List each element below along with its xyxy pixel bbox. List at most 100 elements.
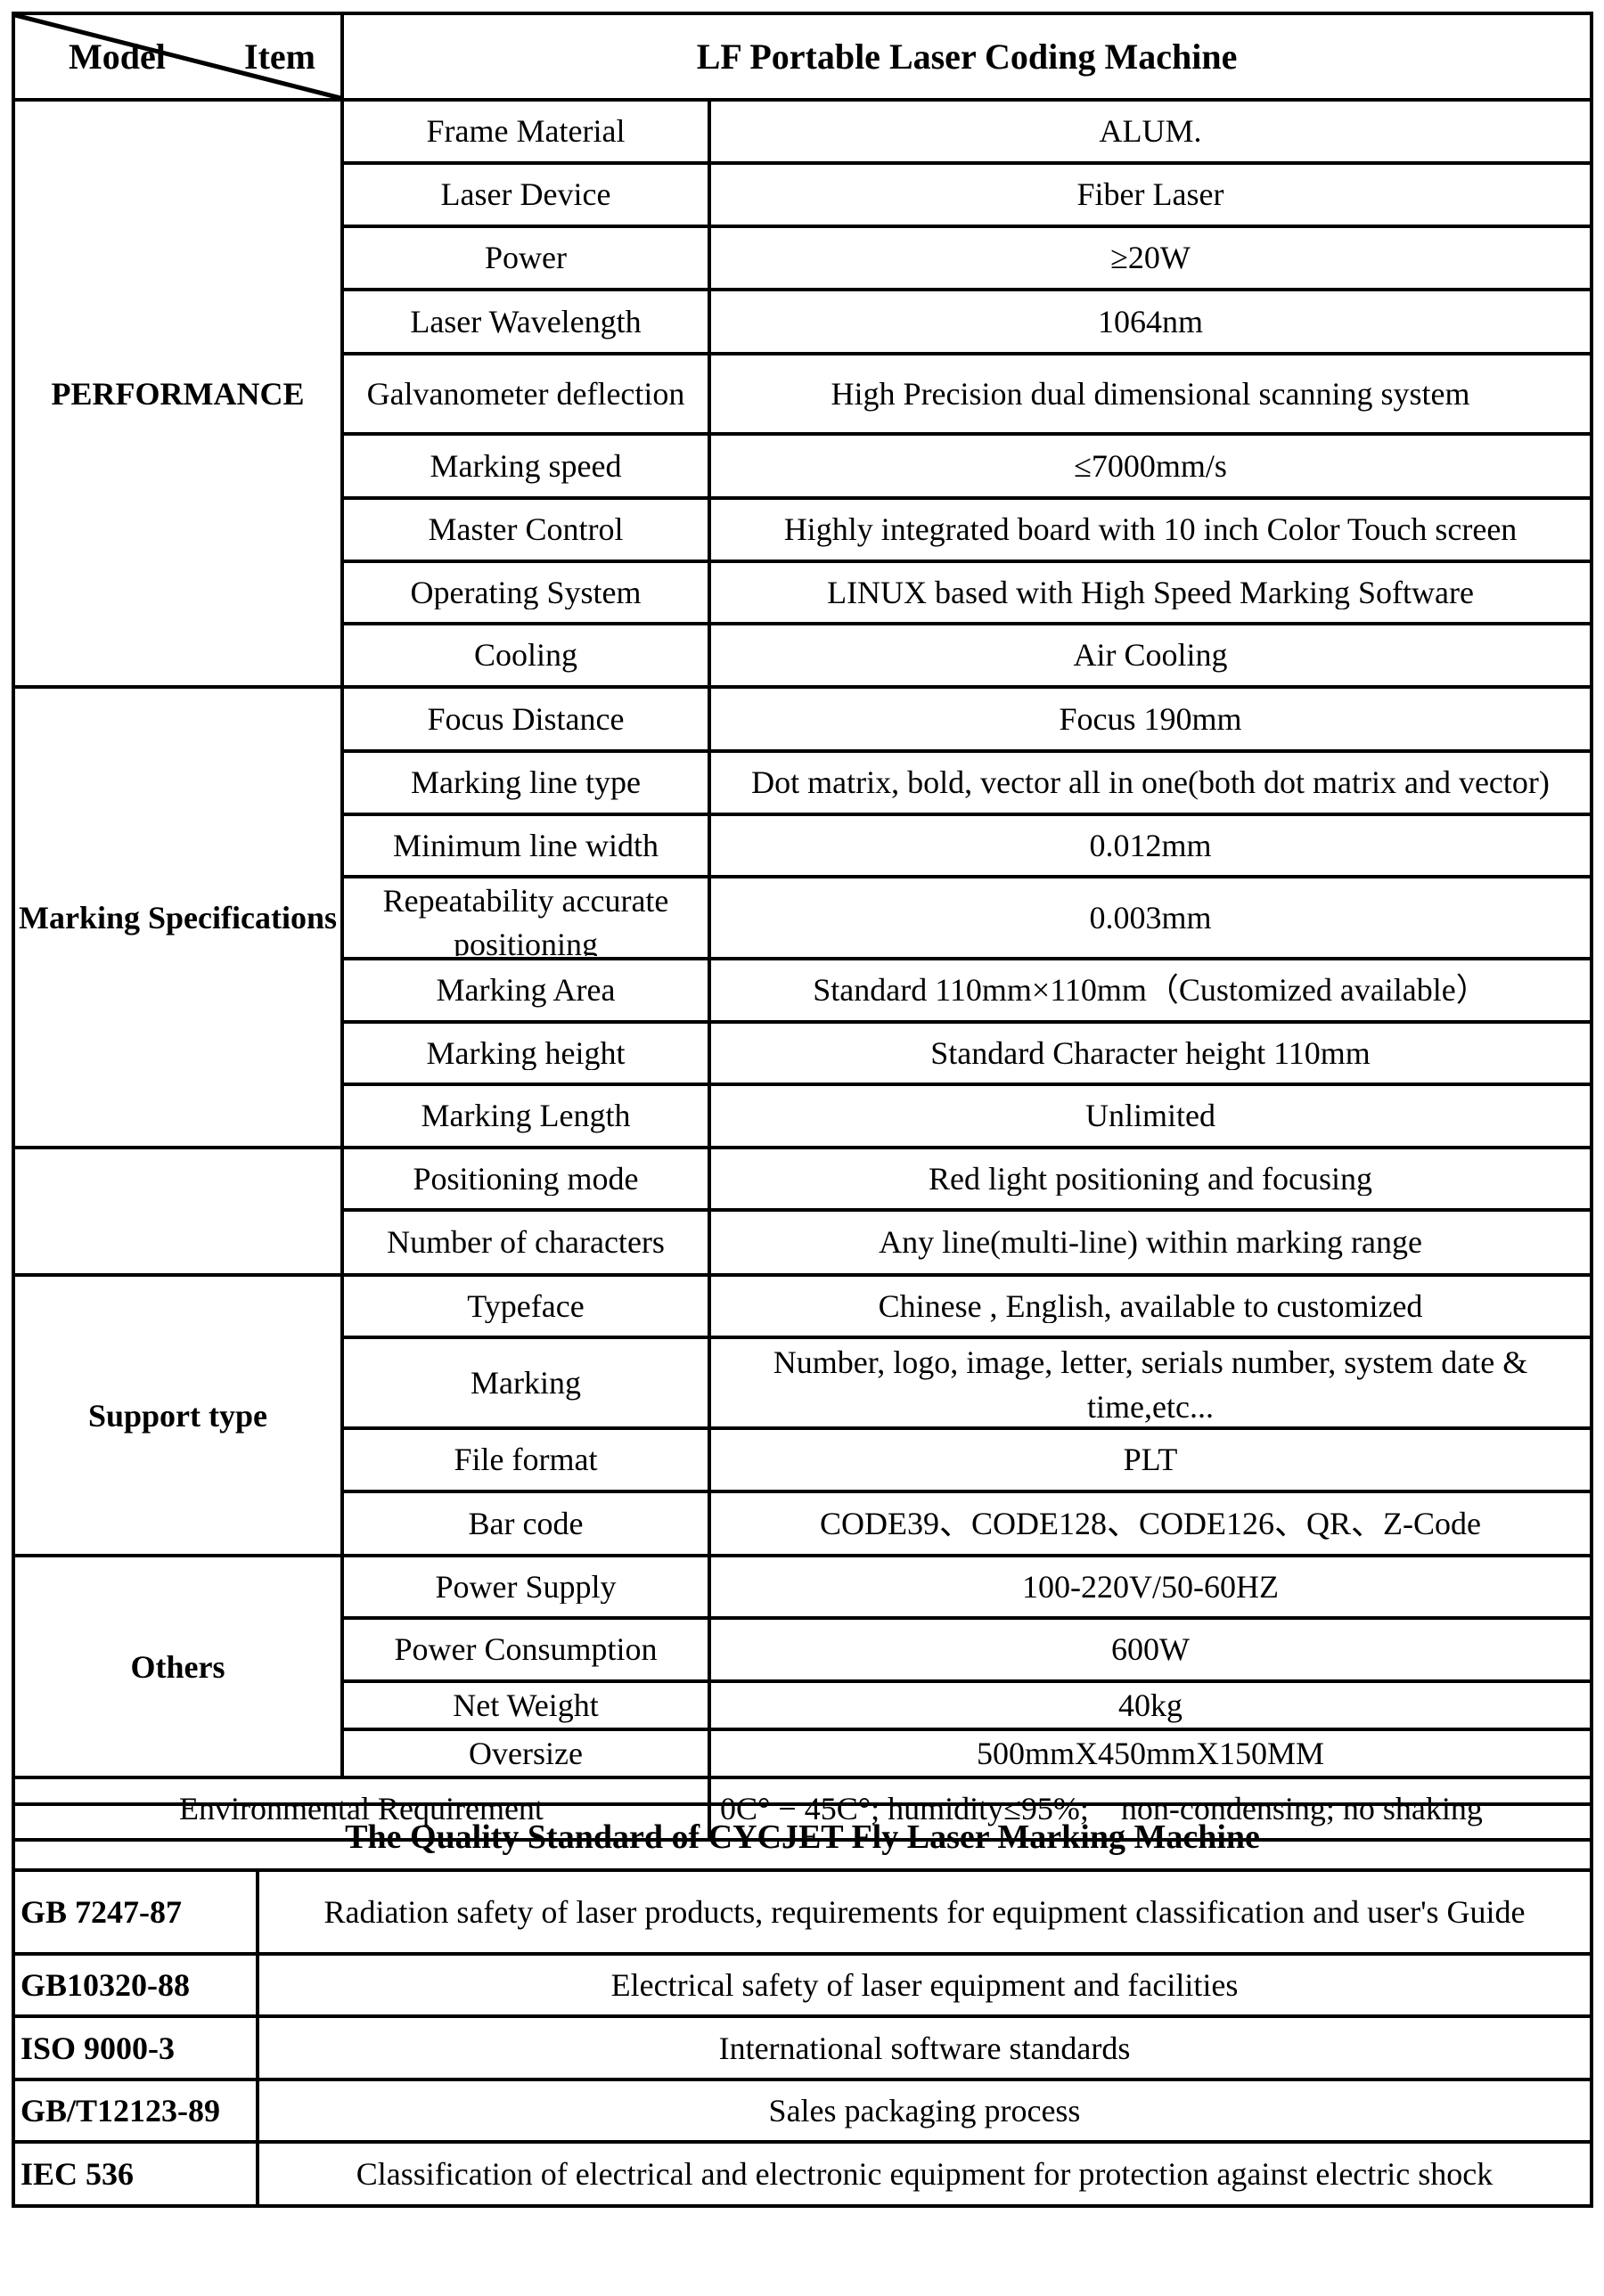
spec-item-text: Laser Device [440, 177, 611, 212]
spec-item-text: Marking [471, 1365, 581, 1401]
spec-value: High Precision dual dimensional scanning… [707, 352, 1594, 436]
section-label: PERFORMANCE [12, 98, 344, 689]
spec-value-text: ALUM. [1099, 114, 1202, 149]
spec-item-text: Galvanometer deflection [366, 376, 685, 412]
spec-value-text: Dot matrix, bold, vector all in one(both… [751, 765, 1550, 800]
spec-value-text: Standard 110mm×110mm（Customized availabl… [813, 973, 1488, 1008]
spec-value-text: PLT [1123, 1442, 1178, 1477]
spec-item: Cooling [340, 622, 711, 689]
spec-value: 100-220V/50-60HZ [707, 1554, 1594, 1620]
quality-title: The Quality Standard of CYCJET Fly Laser… [12, 1802, 1593, 1872]
spec-item-text: Cooling [473, 638, 577, 673]
spec-value: Any line(multi-line) within marking rang… [707, 1208, 1594, 1277]
standard-description: International software standards [256, 2014, 1593, 2081]
spec-value: ALUM. [707, 98, 1594, 165]
spec-row: Marking Area Standard 110mm×110mm（Customi… [13, 957, 1594, 1024]
spec-item-text: Marking height [426, 1036, 626, 1070]
spec-value-text: 0.003mm [1089, 899, 1212, 936]
spec-row: PERFORMANCE Frame Material ALUM. [12, 98, 1594, 689]
spec-value-text: Chinese , English, available to customiz… [878, 1289, 1423, 1323]
spec-item-text: Number of characters [387, 1224, 665, 1260]
spec-item-text: Marking speed [430, 448, 622, 484]
spec-row: Power Consumption 600W [13, 1616, 1594, 1683]
spec-value-text: Number, logo, image, letter, serials num… [773, 1344, 1528, 1425]
spec-item: Minimum line width [340, 813, 711, 878]
spec-item-text: Net Weight [453, 1687, 599, 1723]
spec-value: LINUX based with High Speed Marking Soft… [707, 560, 1594, 625]
spec-item: Power Supply [340, 1554, 711, 1620]
header-row: Model Item LF Portable Laser Coding Mach… [12, 12, 1594, 102]
spec-item: Net Weight [340, 1679, 711, 1731]
spec-item-text: Repeatability accurate positioning [382, 883, 669, 956]
spec-value-text: 500mmX450mmX150MM [976, 1736, 1325, 1771]
quality-title-row: The Quality Standard of CYCJET Fly Laser… [12, 1802, 1593, 1872]
spec-value-text: 40kg [1118, 1687, 1183, 1723]
spec-value: Fiber Laser [707, 161, 1594, 228]
spec-value: Focus 190mm [707, 685, 1594, 753]
spec-value-text: Red light positioning and focusing [929, 1162, 1372, 1196]
product-title: LF Portable Laser Coding Machine [340, 12, 1594, 102]
standard-description-text: International software standards [718, 2030, 1131, 2066]
spec-value: Dot matrix, bold, vector all in one(both… [707, 749, 1594, 816]
standard-description: Electrical safety of laser equipment and… [256, 1952, 1593, 2018]
spec-item: Repeatability accurate positioning [340, 875, 711, 960]
spec-item-text: Frame Material [426, 114, 626, 149]
spec-value-text: 600W [1111, 1632, 1190, 1667]
spec-item-text: Marking Length [421, 1099, 631, 1133]
standard-description: Sales packaging process [256, 2078, 1593, 2144]
spec-value: ≤7000mm/s [707, 432, 1594, 500]
spec-value-text: CODE39、CODE128、CODE126、QR、Z-Code [820, 1506, 1481, 1541]
spec-row: Cooling Air Cooling [13, 622, 1594, 689]
spec-row: Marking Specifications Focus Distance Focu… [12, 685, 1594, 1149]
spec-value: Unlimited [707, 1083, 1594, 1149]
standard-description-text: Radiation safety of laser products, requ… [323, 1894, 1526, 1930]
spec-item: Operating System [340, 560, 711, 625]
spec-row: Laser Device Fiber Laser [13, 161, 1594, 228]
spec-item: Marking [340, 1336, 711, 1430]
spec-value: 500mmX450mmX150MM [707, 1728, 1594, 1779]
spec-item: Positioning mode [340, 1146, 711, 1212]
spec-value-text: Unlimited [1085, 1099, 1215, 1133]
spec-row: Marking line type Dot matrix, bold, vecto… [13, 749, 1594, 816]
spec-value-text: Standard Character height 110mm [930, 1036, 1371, 1070]
spec-row: Oversize 500mmX450mmX150MM [13, 1728, 1594, 1779]
spec-value: 600W [707, 1616, 1594, 1683]
spec-item: Frame Material [340, 98, 711, 165]
spec-item: Oversize [340, 1728, 711, 1779]
spec-item: Marking height [340, 1020, 711, 1086]
spec-item-text: Bar code [468, 1506, 584, 1541]
section-label: Others [12, 1554, 344, 1779]
spec-row: Operating System LINUX based with High Sp… [13, 560, 1594, 625]
spec-item: Power Consumption [340, 1616, 711, 1683]
spec-value: Chinese , English, available to customiz… [707, 1273, 1594, 1339]
spec-value: Air Cooling [707, 622, 1594, 689]
spec-item: Focus Distance [340, 685, 711, 753]
spec-item-text: Marking line type [411, 765, 641, 800]
spec-item: Power [340, 225, 711, 291]
section-label: Support type [12, 1273, 344, 1557]
spec-item: Master Control [340, 496, 711, 563]
spec-value-text: Focus 190mm [1059, 701, 1242, 737]
spec-row: Others Power Supply 100-220V/50-60HZ [12, 1554, 1594, 1779]
spec-value-text: Air Cooling [1073, 638, 1228, 673]
spec-item-text: Power [485, 241, 567, 275]
spec-value: 0.003mm [707, 875, 1594, 960]
spec-table: Model Item LF Portable Laser Coding Mach… [12, 12, 1594, 1842]
standard-code: GB/T12123-89 [12, 2078, 259, 2144]
spec-row: Marking speed ≤7000mm/s [13, 432, 1594, 500]
quality-standard-table: The Quality Standard of CYCJET Fly Laser… [12, 1802, 1593, 2208]
spec-row: File format PLT [13, 1426, 1594, 1493]
spec-value: Standard Character height 110mm [707, 1020, 1594, 1086]
standard-description-text: Electrical safety of laser equipment and… [610, 1967, 1239, 2003]
standard-description-text: Classification of electrical and electro… [356, 2156, 1494, 2192]
item-label: Item [244, 37, 315, 77]
spec-item-text: Master Control [428, 512, 624, 547]
spec-item-text: Power Supply [435, 1570, 617, 1604]
spec-item: File format [340, 1426, 711, 1493]
spec-value-text: ≤7000mm/s [1074, 448, 1227, 484]
spec-value: Number, logo, image, letter, serials num… [707, 1336, 1594, 1430]
spec-value: PLT [707, 1426, 1594, 1493]
standard-description: Classification of electrical and electro… [256, 2140, 1593, 2208]
spec-row: Number of characters Any line(multi-line)… [13, 1208, 1594, 1277]
spec-value-text: Any line(multi-line) within marking rang… [879, 1224, 1422, 1260]
